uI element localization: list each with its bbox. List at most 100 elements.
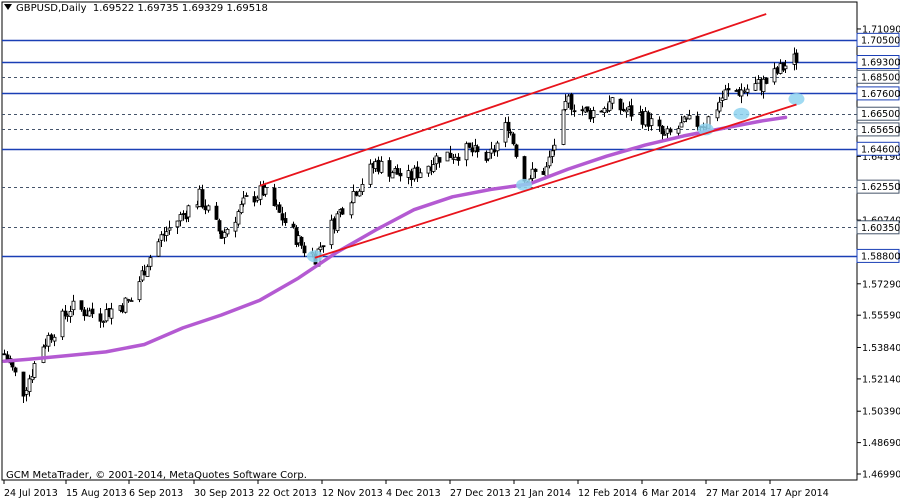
touch-marker xyxy=(733,107,750,120)
candle-body xyxy=(291,223,296,228)
x-tick-label: 21 Jan 2014 xyxy=(514,488,571,499)
candle-body xyxy=(412,167,417,180)
candle-body xyxy=(186,205,191,218)
level-label: 1.58800 xyxy=(861,251,900,262)
level-label: 1.65650 xyxy=(861,125,900,136)
candle-body xyxy=(448,152,453,158)
candle-body xyxy=(252,196,257,203)
candle-body xyxy=(679,122,684,128)
level-label: 1.69300 xyxy=(861,58,900,69)
candle-body xyxy=(203,205,208,211)
candle-body xyxy=(321,245,326,248)
candle-body xyxy=(126,299,131,301)
candle-body xyxy=(511,133,516,145)
candle-body xyxy=(32,363,37,378)
candle-body xyxy=(263,187,268,195)
candle-body xyxy=(71,300,76,311)
candle-body xyxy=(541,171,546,175)
candle-body xyxy=(629,105,634,117)
trend-line-upper-channel xyxy=(259,13,767,187)
candle-body xyxy=(676,128,681,134)
candle-body xyxy=(373,161,378,170)
touch-marker xyxy=(306,250,323,263)
level-label-box xyxy=(856,86,900,101)
candle-body xyxy=(379,160,384,173)
candle-body xyxy=(624,109,629,113)
candle-body xyxy=(274,204,279,207)
candle-body xyxy=(772,68,777,83)
dropdown-triangle-icon[interactable] xyxy=(4,4,12,10)
candle-body xyxy=(148,257,153,267)
candle-body xyxy=(464,143,469,161)
candle-body xyxy=(660,125,665,135)
x-tick-label: 15 Aug 2013 xyxy=(66,488,127,499)
chart-symbol: GBPUSD,Daily xyxy=(16,3,87,14)
candle-body xyxy=(778,63,783,74)
candle-body xyxy=(335,213,340,232)
candle-body xyxy=(145,266,150,277)
level-label: 1.70500 xyxy=(861,35,900,46)
candle-body xyxy=(206,205,211,211)
y-tick-label: 1.52140 xyxy=(862,374,900,385)
level-label-box xyxy=(856,220,900,235)
candle-body xyxy=(175,220,180,228)
candle-body xyxy=(233,221,238,232)
candle-body xyxy=(547,156,552,167)
candle-body xyxy=(21,371,26,397)
candle-body xyxy=(104,309,109,322)
level-labels: 1.70500 1.69300 1.68500 1.67600 1.66500 1.656… xyxy=(856,32,900,263)
candle-body xyxy=(376,159,381,172)
y-tick-label: 1.64190 xyxy=(862,152,900,163)
level-label: 1.68500 xyxy=(861,72,900,83)
candle-body xyxy=(572,110,577,113)
candle-body xyxy=(643,110,648,126)
candle-body xyxy=(225,228,230,235)
copyright-text: GCM MetaTrader, © 2001-2014, MetaQuotes … xyxy=(6,470,307,481)
candle-body xyxy=(357,190,362,197)
level-label: 1.60350 xyxy=(861,223,900,234)
candle-body xyxy=(426,165,431,174)
y-tick-label: 1.55590 xyxy=(862,311,900,322)
horizontal-levels xyxy=(2,39,857,258)
candle-body xyxy=(79,300,84,310)
candle-body xyxy=(544,166,549,177)
candle-body xyxy=(489,148,494,154)
candle-body xyxy=(398,172,403,177)
candle-body xyxy=(159,234,164,241)
candle-body xyxy=(129,300,134,302)
candle-body xyxy=(24,390,29,395)
candle-body xyxy=(360,183,365,192)
level-label: 1.62550 xyxy=(861,182,900,193)
candle-body xyxy=(164,231,169,236)
level-label-box xyxy=(856,122,900,137)
candle-body xyxy=(395,168,400,175)
candle-body xyxy=(52,336,57,342)
candle-body xyxy=(296,235,301,244)
candle-body xyxy=(657,119,662,127)
candle-body xyxy=(745,88,750,93)
candle-body xyxy=(387,160,392,177)
level-label-box xyxy=(856,179,900,194)
candle-body xyxy=(241,197,246,205)
y-tick-label: 1.71090 xyxy=(862,24,900,35)
candle-body xyxy=(368,163,373,185)
candle-body xyxy=(646,112,651,127)
candle-body xyxy=(588,110,593,120)
candle-body xyxy=(217,220,222,232)
x-tick-label: 6 Sep 2013 xyxy=(129,488,183,499)
candle-body xyxy=(283,218,288,224)
candle-body xyxy=(591,110,596,118)
x-tick-label: 30 Sep 2013 xyxy=(194,488,254,499)
candle-body xyxy=(734,90,739,92)
candle-body xyxy=(467,142,472,148)
y-tick-label: 1.53840 xyxy=(862,343,900,354)
y-tick-label: 1.57290 xyxy=(862,279,900,290)
candle-body xyxy=(244,195,249,197)
candle-body xyxy=(351,191,356,204)
candle-body xyxy=(552,144,557,151)
y-tick-label: 1.48690 xyxy=(862,438,900,449)
candle-body xyxy=(761,78,766,93)
touch-marker xyxy=(516,178,533,191)
candle-body xyxy=(522,156,527,182)
candle-body xyxy=(775,67,780,74)
